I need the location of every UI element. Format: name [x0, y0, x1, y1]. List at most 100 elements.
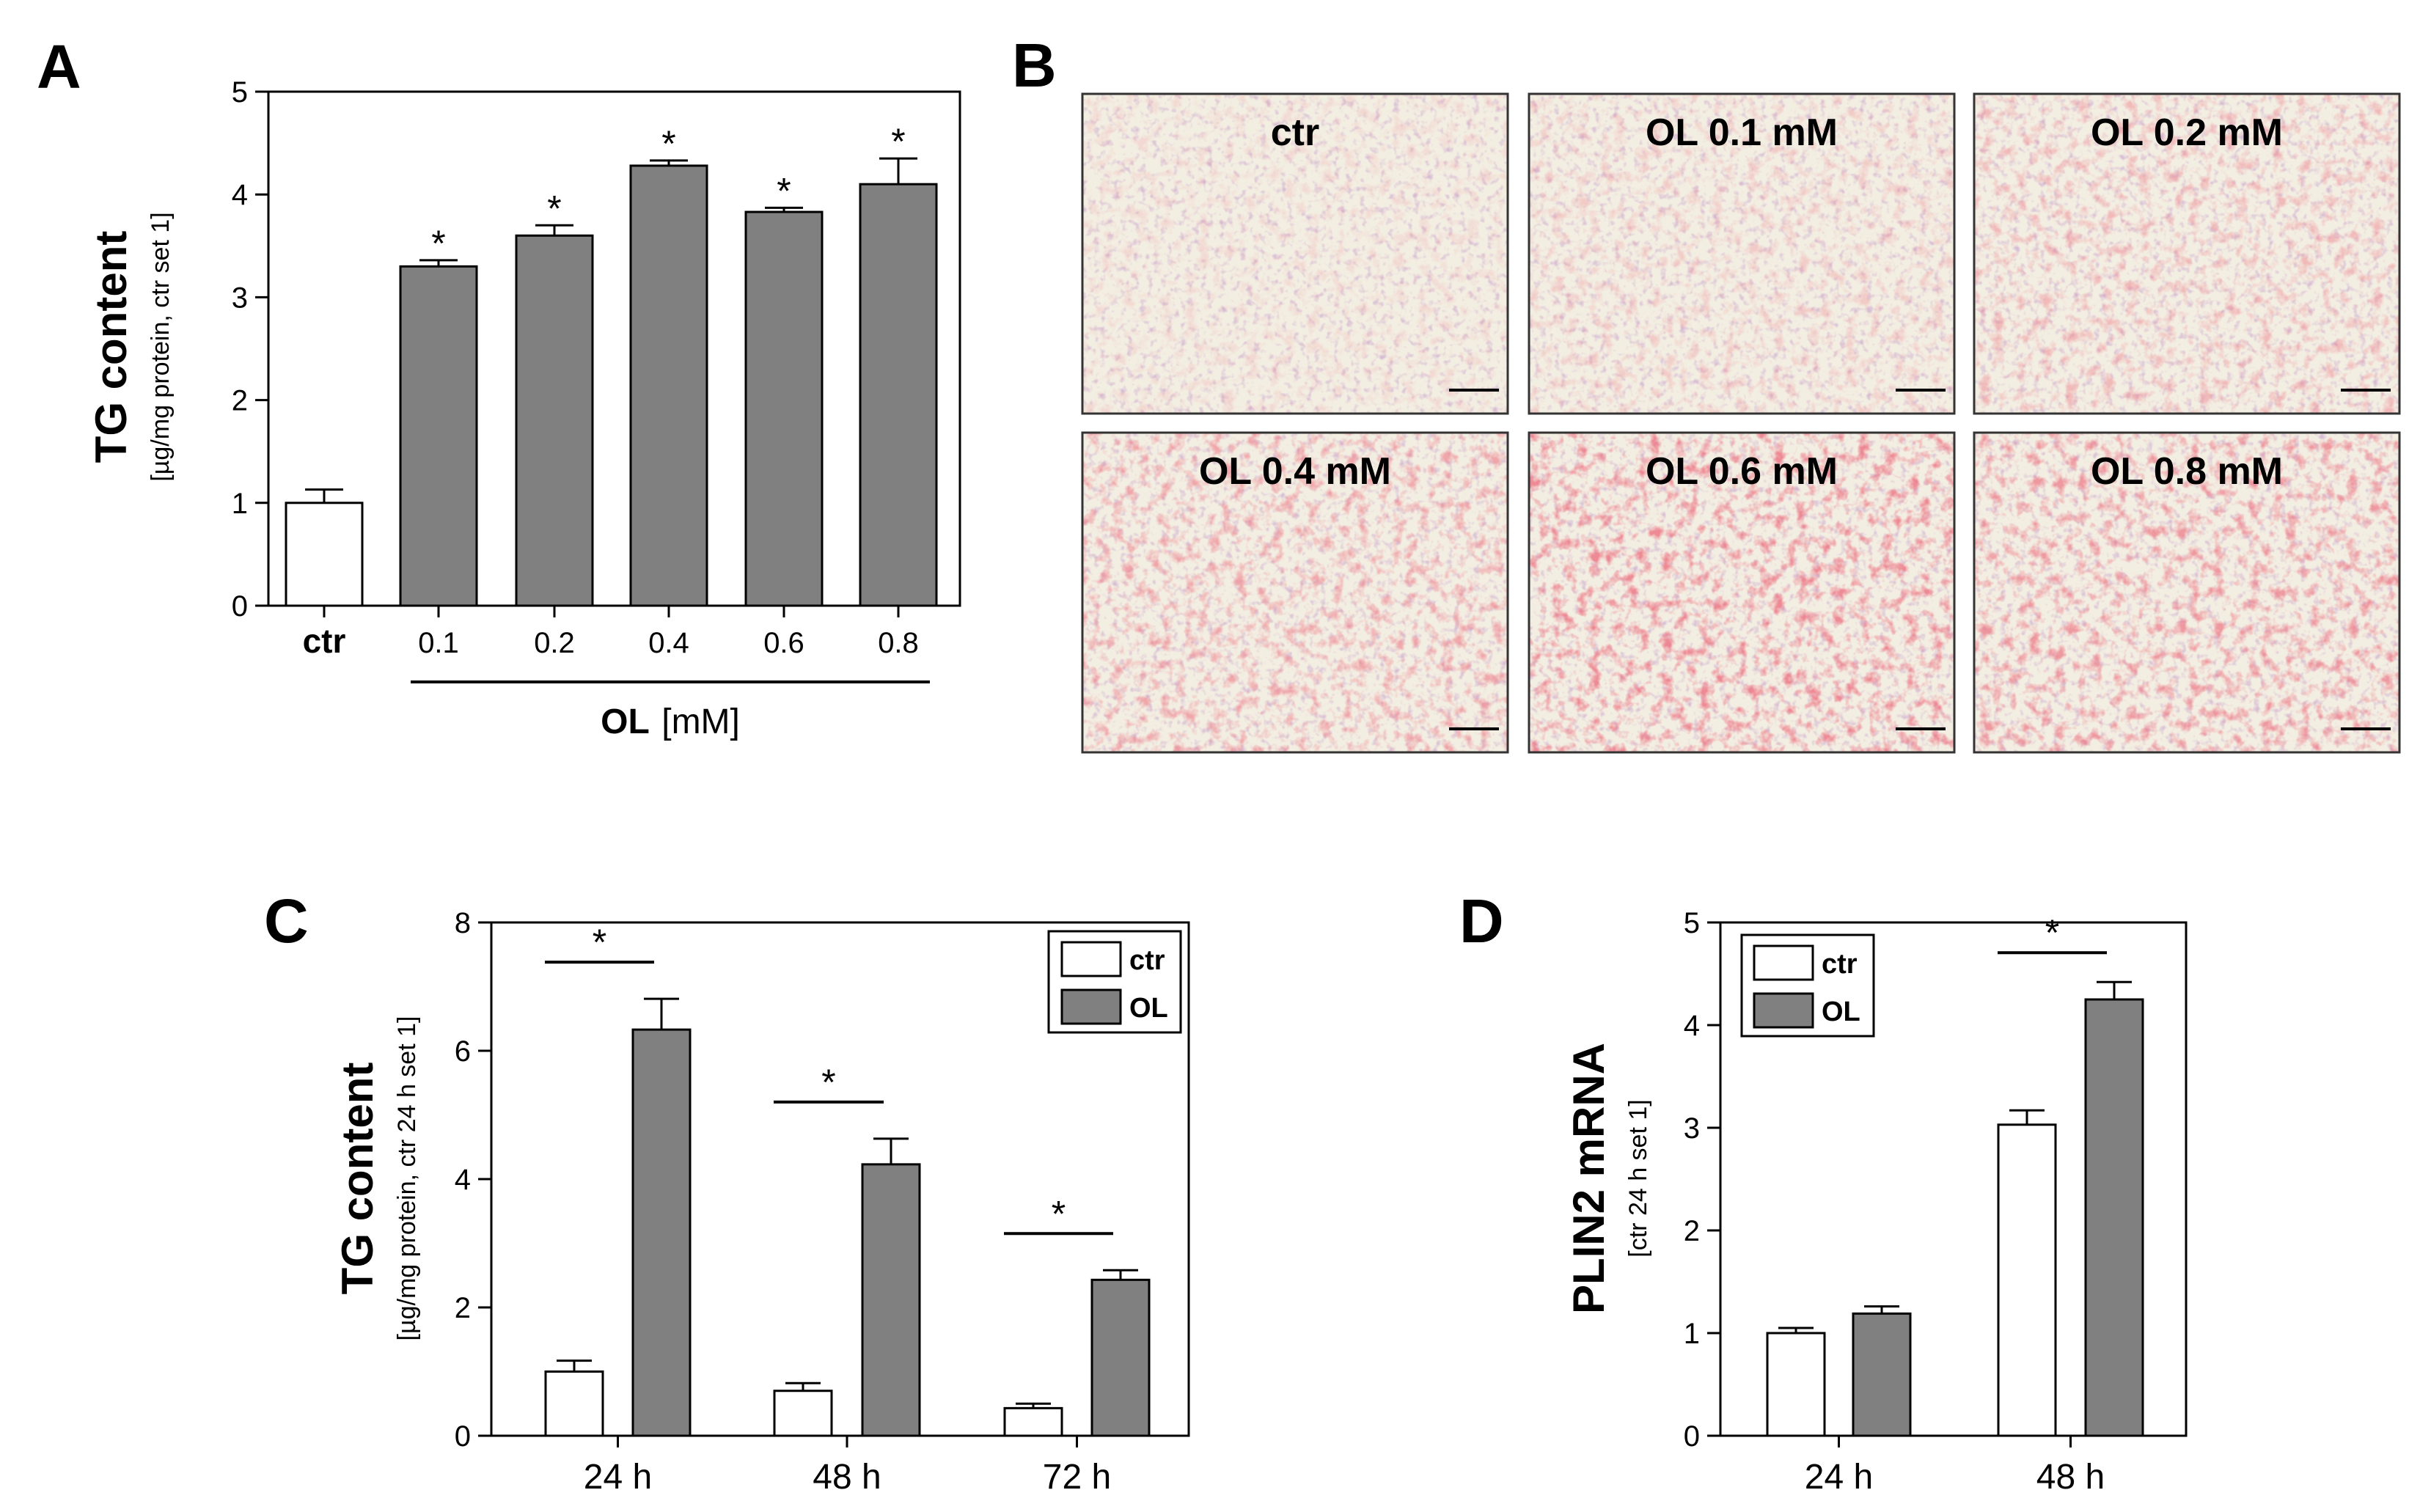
micrograph-frame [1528, 431, 1956, 754]
chart-a-ytick-label: 4 [232, 179, 248, 211]
micrograph-panel: OL 0.1 mM [1528, 92, 1956, 415]
chart-c-ytick-label: 6 [455, 1035, 471, 1068]
micrograph-lipid-stain [1529, 433, 1954, 752]
micrograph-frame [1528, 92, 1956, 415]
micrograph-frame [1081, 92, 1509, 415]
chart-d-bar-OL-48h [2084, 998, 2144, 1437]
chart-d-bar-ctr-24h [1766, 1332, 1826, 1437]
chart-d: PLIN2 mRNA [ctr 24 h set 1] 0 1 2 3 4 5 * 24 … [1564, 907, 2188, 1497]
chart-c-frame [490, 921, 1190, 1437]
chart-c-xtick-label: 72 h [1043, 1458, 1111, 1497]
chart-a-bar-0.6 [744, 210, 824, 607]
chart-c-ylabel-sub: [µg/mg protein, ctr 24 h set 1] [393, 1016, 421, 1341]
chart-c-bar-ctr-72h [1003, 1406, 1063, 1437]
chart-c-legend-ctr: ctr [1129, 945, 1165, 976]
chart-a: TG content [µg/mg protein, ctr set 1] 0 1… [87, 76, 961, 741]
chart-a-bar-0.1 [399, 265, 478, 607]
chart-c-ylabel: TG content [333, 1063, 382, 1295]
chart-d-ylabel: PLIN2 mRNA [1564, 1043, 1613, 1314]
chart-a-significance-star: * [891, 121, 905, 162]
chart-c-significance-star: * [593, 922, 606, 963]
chart-c-ytick-label: 8 [455, 907, 471, 939]
panel-label-c: C [264, 887, 309, 955]
chart-c-xtick-label: 24 h [584, 1458, 652, 1497]
chart-a-xlabel-ol: OL [601, 702, 650, 741]
micrograph-lipid-stain [1082, 433, 1508, 752]
micrograph-lipid-stain [1529, 94, 1954, 414]
chart-d-xtick-label: 24 h [1805, 1458, 1873, 1497]
chart-c-legend: ctr OL [1047, 930, 1182, 1034]
micrograph-label: ctr [1271, 111, 1319, 154]
chart-a-ytick-label: 5 [232, 76, 248, 109]
micrograph-panel: ctr [1081, 92, 1509, 415]
micrograph-lipid-stain [1974, 94, 2399, 414]
chart-d-frame [1719, 921, 2188, 1437]
micrograph-frame [1973, 92, 2401, 415]
chart-d-legend: ctr OL [1740, 933, 1875, 1038]
chart-c: TG content [µg/mg protein, ctr 24 h set … [333, 907, 1190, 1497]
micrograph-panel: OL 0.2 mM [1973, 92, 2401, 415]
chart-a-ylabel: TG content [87, 231, 136, 463]
chart-a-xtick-label: 0.1 [418, 627, 459, 659]
chart-a-significance-star: * [777, 170, 791, 211]
chart-d-bar-OL-24h [1852, 1312, 1912, 1437]
chart-c-ytick-label: 2 [455, 1292, 471, 1324]
chart-c-ytick-label: 0 [455, 1420, 471, 1453]
chart-a-frame [267, 90, 961, 607]
micrograph-label: OL 0.8 mM [2091, 450, 2283, 493]
chart-a-xlabel-unit: [mM] [661, 702, 740, 741]
chart-c-bar-OL-72h [1090, 1278, 1151, 1437]
chart-a-significance-star: * [431, 223, 445, 264]
micrograph-frame [1973, 431, 2401, 754]
chart-c-xtick-label: 48 h [813, 1458, 881, 1497]
chart-d-ytick-label: 1 [1684, 1318, 1700, 1350]
chart-d-ylabel-sub: [ctr 24 h set 1] [1624, 1099, 1652, 1257]
chart-a-bar-ctr [285, 502, 364, 607]
chart-d-ytick-label: 5 [1684, 907, 1700, 939]
chart-a-ytick-label: 2 [232, 385, 248, 417]
chart-c-ytick-label: 4 [455, 1164, 471, 1196]
panel-label-b: B [1012, 31, 1057, 100]
chart-c-legend-swatch-ctr [1060, 941, 1122, 977]
chart-a-significance-star: * [547, 188, 561, 229]
chart-a-xtick-label: 0.8 [878, 627, 919, 659]
chart-a-significance-star: * [661, 123, 675, 164]
chart-a-ylabel-sub: [µg/mg protein, ctr set 1] [147, 212, 175, 481]
chart-d-legend-ctr: ctr [1822, 949, 1858, 980]
chart-d-legend-swatch-ol [1753, 992, 1814, 1029]
chart-d-significance-star: * [2045, 912, 2059, 953]
chart-d-xtick-label: 48 h [2036, 1458, 2105, 1497]
chart-a-bar-0.2 [515, 234, 594, 607]
chart-c-legend-ol: OL [1129, 993, 1168, 1024]
chart-d-ytick-label: 3 [1684, 1112, 1700, 1145]
chart-d-ytick-label: 4 [1684, 1010, 1700, 1042]
chart-c-legend-swatch-ol [1060, 988, 1122, 1025]
chart-a-ytick-label: 3 [232, 282, 248, 314]
micrograph-lipid-stain [1082, 94, 1508, 414]
micrograph-grid: ctr OL 0.1 mM OL 0.2 mM OL 0.4 mM OL 0.6 mM O… [1081, 92, 2401, 754]
chart-a-ytick-label: 0 [232, 590, 248, 623]
chart-a-xtick-label: ctr [303, 622, 346, 660]
chart-d-legend-swatch-ctr [1753, 944, 1814, 981]
chart-d-legend-ol: OL [1822, 997, 1860, 1027]
chart-d-bar-ctr-48h [1997, 1123, 2057, 1437]
chart-d-ytick-label: 2 [1684, 1215, 1700, 1247]
chart-a-xlabel: OL [mM] [601, 702, 740, 741]
micrograph-label: OL 0.2 mM [2091, 111, 2283, 154]
chart-c-bar-ctr-24h [544, 1370, 604, 1437]
micrograph-label: OL 0.4 mM [1199, 450, 1391, 493]
micrograph-frame [1081, 431, 1509, 754]
micrograph-label: OL 0.1 mM [1646, 111, 1838, 154]
chart-a-xtick-label: 0.2 [534, 627, 575, 659]
chart-a-ytick-label: 1 [232, 488, 248, 520]
panel-label-a: A [37, 32, 81, 101]
chart-a-bar-0.4 [629, 164, 708, 607]
panel-label-d: D [1459, 887, 1504, 955]
chart-a-xtick-label: 0.6 [763, 627, 804, 659]
chart-c-bar-OL-48h [861, 1163, 921, 1437]
chart-c-significance-star: * [1052, 1193, 1066, 1234]
chart-a-bar-0.8 [859, 183, 938, 607]
micrograph-lipid-stain [1974, 433, 2399, 752]
micrograph-panel: OL 0.8 mM [1973, 431, 2401, 754]
